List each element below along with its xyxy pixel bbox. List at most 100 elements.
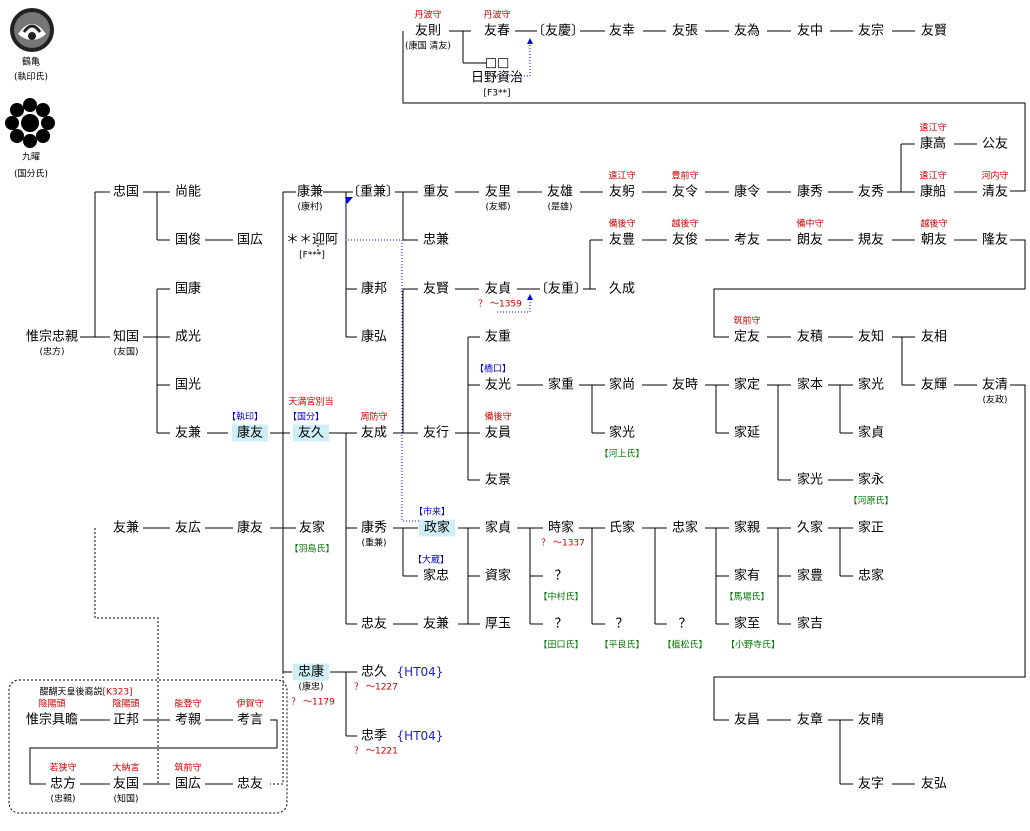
person-name: 朗友 [796,232,824,248]
person-badge: 【国分】 [287,412,325,423]
person-name: 康邦 [360,281,388,297]
person-name: 家貞 [484,520,512,536]
crest-sub: (国分氏) [13,169,49,180]
person-title: 周防守 [360,412,388,423]
person-name: 友家 [298,520,326,536]
person-name: 友相 [920,329,948,345]
person-title: 丹波守 [483,10,511,21]
person-name: 友賢 [422,281,450,297]
person-name: 友清 [981,377,1009,393]
clan-label: 【中村氏】 [538,592,584,603]
person-title: 陰陽頭 [38,699,66,710]
person-name: 規友 [857,232,885,248]
person-name: 忠兼 [422,232,450,248]
person-name: 考友 [733,232,761,248]
person-name: 国広 [174,776,202,792]
person-badge: 【大蔵】 [412,555,450,566]
person-name: 康兼 [296,184,324,200]
person-note: ？ ～1359 [478,299,522,310]
person-name: ＊＊迎阿 [285,232,339,248]
person-name: 久家 [796,520,824,536]
person-name: 友宗 [857,23,885,39]
person-name: 〔友重〕 [534,281,588,297]
person-badge: 【市来】 [413,507,451,518]
person-title: 備中守 [796,219,824,230]
person-title: 丹波守 [414,10,442,21]
crest-name: 鶴亀 [21,57,41,68]
person-name: 友国 [112,776,140,792]
person-name: 康友 [231,424,269,442]
person-name: 友広 [174,520,202,536]
person-name: 友光 [484,377,512,393]
person-note: (是雄) [547,202,573,213]
person-name: 家光 [857,377,885,393]
person-name: 友成 [360,425,388,441]
person-name: 友景 [484,472,512,488]
clan-label: 【馬場氏】 [724,592,770,603]
person-note: (忠親) [50,794,76,805]
person-title: 伊賀守 [236,699,264,710]
person-badge: 【執印】 [226,412,264,423]
person-name: 国康 [174,281,202,297]
clan-label: 【植松氏】 [662,640,708,651]
person-name: 成光 [174,329,202,345]
person-name: 友豊 [608,232,636,248]
person-note: [F3**] [483,88,511,99]
source-ref: {HT04} [396,729,444,743]
person-name: 家尚 [608,377,636,393]
person-name: 康船 [919,184,947,200]
person-name: 友中 [796,23,824,39]
person-name: 康高 [919,136,947,152]
kuyo-crest-icon [5,98,55,148]
person-title: 筑前守 [174,763,202,774]
person-name: 考言 [236,712,264,728]
person-name: 友賢 [920,23,948,39]
person-title: 河内守 [981,171,1009,182]
person-note: (友国) [113,347,139,358]
person-title: 遠江守 [919,123,947,134]
person-title: 遠江守 [608,171,636,182]
person-note: (康村) [297,202,323,213]
clan-label: 【田口氏】 [538,640,584,651]
person-name: 氏家 [608,520,636,536]
person-name: 国俊 [174,232,202,248]
person-name: 家豊 [796,568,824,584]
person-title: 備後守 [484,412,512,423]
person-title: 陰陽頭 [112,699,140,710]
person-name: 定友 [733,329,761,345]
person-note: ？ ～1227 [354,682,398,693]
person-name: 忠友 [236,776,264,792]
person-title: 筑前守 [733,316,761,327]
person-name: 惟宗具瞻 [25,712,79,728]
person-name: 友張 [671,23,699,39]
person-name: 家有 [733,568,761,584]
person-name: 知国 [112,329,140,345]
person-name: 家忠 [422,568,450,584]
person-badge: 【橋口】 [474,364,512,375]
person-name: 忠方 [49,776,77,792]
person-note: ？ ～1337 [541,538,585,549]
person-name: ？ [554,568,568,584]
person-name: 日野資治 [470,70,524,86]
person-title: 若狭守 [49,763,77,774]
person-name: 国光 [174,377,202,393]
person-name: 友輝 [920,377,948,393]
person-note: (重兼) [361,538,387,549]
person-name: 尚能 [174,184,202,200]
person-name: 康秀 [796,184,824,200]
person-note: (知国) [113,794,139,805]
person-dates: ？ ～1179 [291,697,335,708]
person-name: 公友 [981,136,1009,152]
person-name: 政家 [418,519,456,537]
person-name: 忠家 [857,568,885,584]
clan-label: 【河上氏】 [599,449,645,460]
person-name: 友里 [484,184,512,200]
person-name: 忠国 [112,184,140,200]
person-title: 豊前守 [671,171,699,182]
person-name: 忠家 [671,520,699,536]
clan-label: 【小野寺氏】 [725,640,781,651]
person-note: (友郷) [485,202,511,213]
person-name: 友兼 [112,520,140,536]
person-name: 家至 [733,616,761,632]
